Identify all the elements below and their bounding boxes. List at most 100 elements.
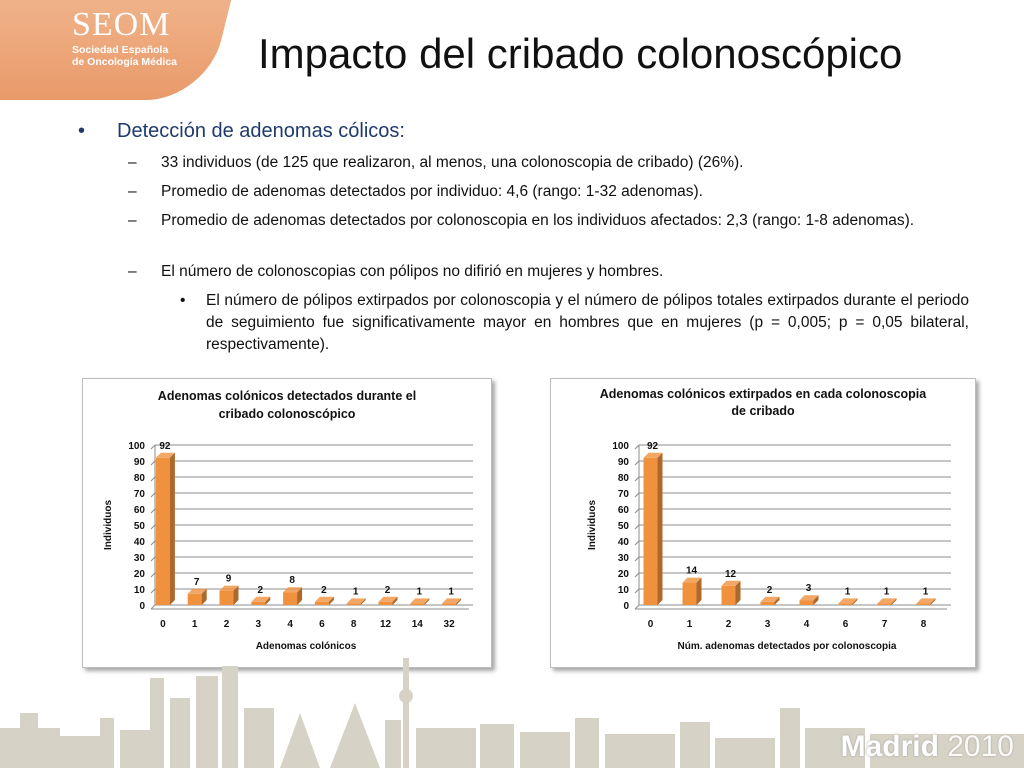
data-label: 2 [258,585,264,596]
logo-subtitle-2: de Oncología Médica [72,56,178,68]
bar-side [265,596,271,605]
y-tick-label: 100 [128,441,145,452]
data-label: 1 [845,586,851,597]
data-label: 3 [806,583,812,594]
sub-bullet-1: 33 individuos (de 125 que realizaron, al… [161,154,744,171]
y-tick-label: 80 [618,473,630,484]
footer-city: Madrid [840,730,939,763]
bar [346,603,361,605]
bar-side [201,588,207,605]
gridline-depth [634,444,640,450]
bar [838,603,853,605]
bar-chart-svg: 0102030405060708090100Individuos92071922… [103,441,473,652]
bar-top [721,580,741,586]
x-axis-label: Núm. adenomas detectados por colonoscopi… [678,641,897,652]
y-axis-label: Individuos [103,500,114,550]
bullet-marker: • [78,120,86,142]
bar [251,601,266,605]
y-tick-label: 40 [618,537,630,548]
bar-top [799,595,819,601]
x-tick-label: 32 [444,619,456,630]
y-tick-label: 20 [618,569,630,580]
data-label: 1 [417,586,423,597]
bar-top [838,598,858,604]
bar-top [682,577,702,583]
sub-sub-bullet: El número de pólipos extirpados por colo… [206,292,969,353]
bar [799,600,814,605]
bar-top [760,596,780,602]
x-axis-label: Adenomas colónicos [256,641,357,652]
y-tick-label: 40 [134,537,146,548]
x-tick-label: 2 [224,619,230,630]
bar-side [328,596,334,605]
data-label: 2 [321,585,327,596]
gridline-depth [150,460,156,466]
bar [219,590,234,605]
gridline-depth [150,476,156,482]
bar [682,582,697,605]
bar-side [297,587,303,605]
chart-title-line-1: Adenomas colónicos extirpados en cada co… [599,387,927,401]
x-tick-label: 4 [287,619,293,630]
y-tick-label: 10 [134,585,146,596]
y-tick-label: 50 [618,521,630,532]
gridline-depth [150,588,156,594]
gridline-depth [150,444,156,450]
y-tick-label: 70 [618,489,630,500]
bar [187,593,202,605]
bar-side [360,598,366,605]
y-tick-label: 90 [134,457,146,468]
data-label: 92 [159,441,171,452]
y-tick-label: 60 [134,505,146,516]
chart-title-line-2: cribado colonoscópico [218,407,356,421]
bar [378,601,393,605]
x-tick-label: 1 [192,619,198,630]
x-tick-label: 14 [412,619,424,630]
data-label: 9 [226,574,232,585]
data-label: 1 [353,586,359,597]
logo-main-text: SEOM [72,6,171,43]
bar-side [392,596,398,605]
gridline-depth [634,524,640,530]
y-tick-label: 70 [134,489,146,500]
gridline-depth [634,460,640,466]
bar [760,601,775,605]
data-label: 8 [289,575,295,586]
bar-top [643,452,663,458]
chart-detected-adenomas: Adenomas colónicos detectados durante el… [82,378,492,668]
data-label: 2 [385,585,391,596]
x-tick-label: 3 [765,619,771,630]
footer-city-year: Madrid 2010 [841,730,1014,764]
y-tick-label: 0 [139,601,145,612]
bar-side [852,598,858,605]
bar-side [813,595,819,605]
skyline-buildings [0,658,1024,768]
x-tick-label: 1 [687,619,693,630]
y-tick-label: 30 [134,553,146,564]
x-tick-label: 7 [882,619,888,630]
slide-title: Impacto del cribado colonoscópico [258,30,903,77]
y-tick-label: 80 [134,473,146,484]
data-label: 92 [647,441,659,452]
bar-side [696,577,702,605]
x-tick-label: 3 [256,619,262,630]
y-tick-label: 10 [618,585,630,596]
gridline-depth [634,476,640,482]
y-tick-label: 50 [134,521,146,532]
gridline-depth [634,508,640,514]
y-tick-label: 60 [618,505,630,516]
data-label: 1 [884,586,890,597]
x-tick-label: 4 [804,619,810,630]
gridline-depth [634,572,640,578]
bar-chart-svg: 0102030405060708090100Individuos92014112… [587,441,951,652]
gridline-depth [150,492,156,498]
gridline-depth [150,556,156,562]
data-label: 1 [923,586,929,597]
data-label: 1 [448,586,454,597]
dash-marker: – [128,212,137,229]
bar-side [930,598,936,605]
bar-top [442,598,462,604]
bar [643,457,658,605]
bar-side [774,596,780,605]
dash-marker: – [128,183,137,200]
